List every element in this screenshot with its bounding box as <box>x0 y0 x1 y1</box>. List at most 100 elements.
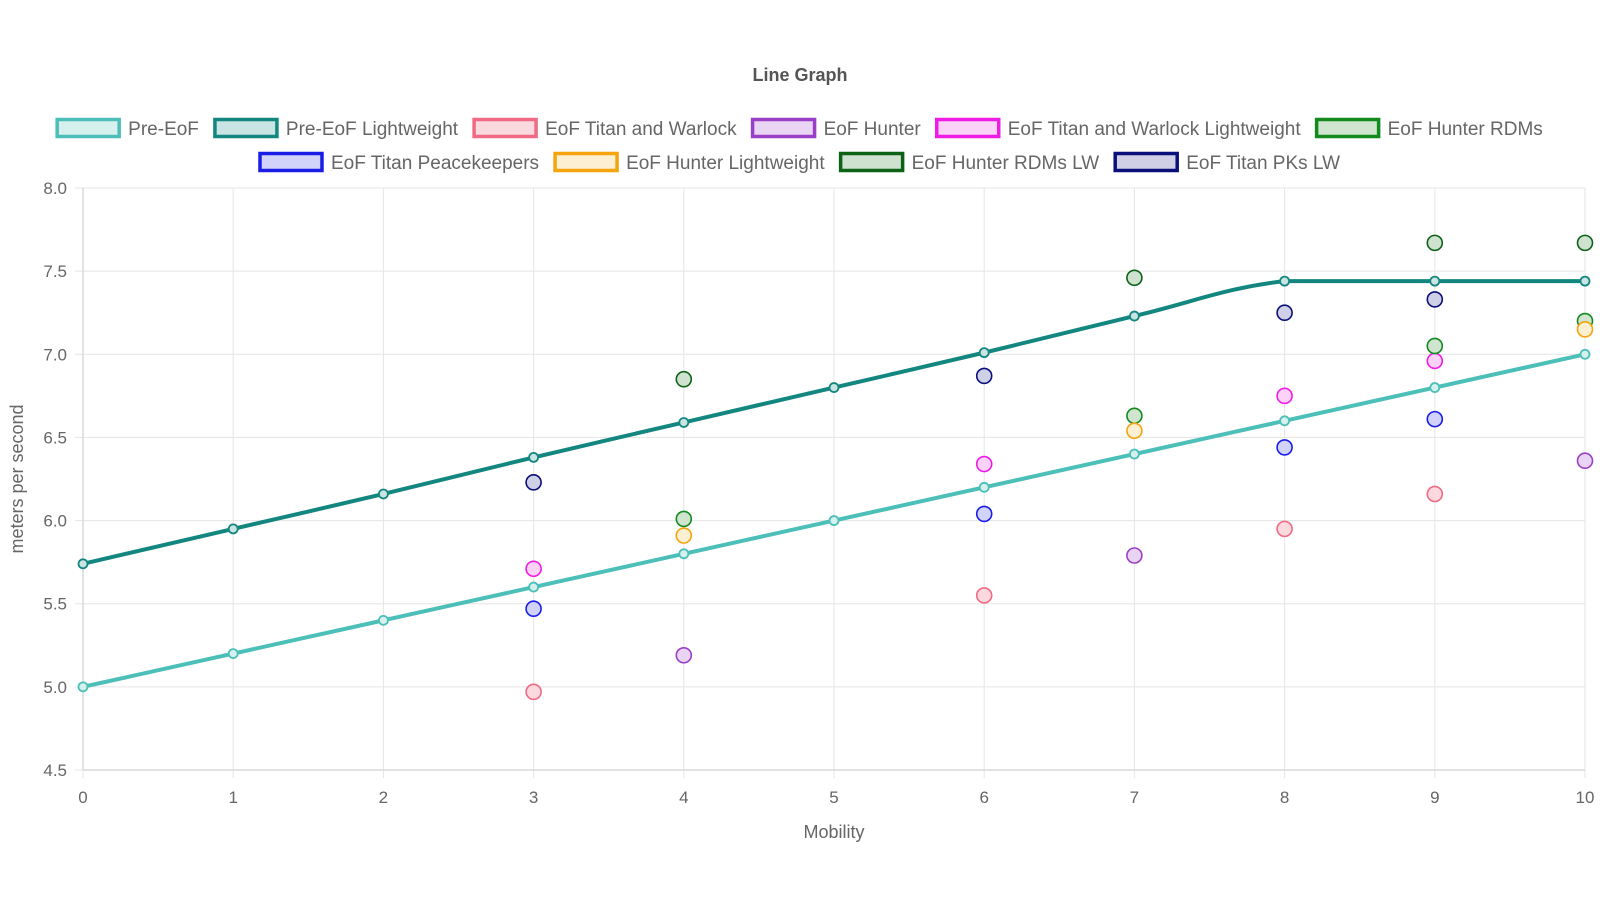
legend-item-eof-titan-pks-lw: EoF Titan PKs LW <box>1113 151 1340 174</box>
legend-swatch <box>55 117 121 139</box>
legend-swatch <box>1113 151 1179 173</box>
legend-label: EoF Hunter <box>824 119 922 140</box>
legend-label: EoF Hunter RDMs <box>1388 119 1543 140</box>
data-point <box>227 648 239 659</box>
data-point <box>675 370 693 388</box>
data-point <box>377 488 389 500</box>
x-tick-label: 0 <box>78 788 87 807</box>
legend-swatch <box>838 151 905 173</box>
series-pre-eof <box>77 348 1591 693</box>
series-eof-hunter-rdms-lw <box>675 234 1594 388</box>
legend-label: EoF Titan Peacekeepers <box>331 153 539 174</box>
axes: 0 1 2 3 4 5 6 7 8 9 10 4.5 5.0 5.5 6.0 6.5 7.0 7.5 8.0 <box>43 179 1594 807</box>
x-tick-label: 1 <box>228 788 237 807</box>
x-tick-label: 10 <box>1576 788 1595 807</box>
data-point <box>525 560 542 578</box>
y-tick-label: 7.5 <box>43 262 67 281</box>
data-point <box>1426 485 1444 503</box>
legend-item-eof-hunter-rdms: EoF Hunter RDMs <box>1314 117 1543 140</box>
data-point <box>975 587 993 604</box>
series-layer <box>77 234 1594 701</box>
data-point <box>678 417 690 428</box>
legend-item-pre-eof: Pre-EoF <box>55 117 199 140</box>
data-point <box>227 523 239 535</box>
y-tick-label: 4.5 <box>43 761 67 780</box>
data-point <box>1576 234 1594 252</box>
y-axis-title: meters per second <box>7 404 27 553</box>
data-point <box>77 681 89 693</box>
y-tick-label: 6.5 <box>43 428 67 447</box>
chart-title: Line Graph <box>752 65 847 85</box>
legend-swatch <box>258 151 324 173</box>
series-eof-titan-pks-lw <box>525 291 1444 491</box>
y-tick-label: 5.0 <box>43 678 67 697</box>
data-point <box>675 527 693 544</box>
data-point <box>1426 291 1444 308</box>
x-tick-label: 6 <box>979 788 988 807</box>
legend-swatch <box>934 117 1001 139</box>
data-point <box>978 347 990 359</box>
series-eof-titan-and-warlock <box>525 485 1444 701</box>
data-point <box>1279 415 1290 427</box>
data-point <box>1426 410 1444 428</box>
legend-swatch <box>750 117 817 139</box>
data-point <box>675 510 693 528</box>
data-point <box>678 548 690 560</box>
x-tick-label: 7 <box>1130 788 1139 807</box>
legend-swatch <box>553 151 619 173</box>
legend-label: EoF Titan and Warlock <box>545 119 737 140</box>
data-point <box>525 600 542 618</box>
x-tick-label: 5 <box>829 788 838 807</box>
legend-item-pre-eof-lightweight: Pre-EoF Lightweight <box>213 117 459 140</box>
legend-item-eof-hunter-lightweight: EoF Hunter Lightweight <box>553 151 825 174</box>
series-pre-eof-lightweight <box>77 275 1591 570</box>
data-point <box>1579 275 1591 287</box>
legend-item-eof-titan-and-warlock: EoF Titan and Warlock <box>472 117 737 140</box>
y-tick-label: 8.0 <box>43 179 67 198</box>
data-point <box>528 581 539 593</box>
data-point <box>975 367 993 385</box>
data-point <box>1126 547 1143 564</box>
data-point <box>377 614 389 626</box>
legend-item-eof-titan-peacekeepers: EoF Titan Peacekeepers <box>258 151 539 174</box>
data-point <box>975 505 993 523</box>
data-point <box>1276 304 1293 322</box>
data-point <box>1276 387 1293 405</box>
data-point <box>1426 234 1444 252</box>
legend: Pre-EoF Pre-EoF Lightweight EoF Titan and … <box>55 117 1543 174</box>
data-point <box>77 558 89 570</box>
data-point <box>828 515 840 526</box>
legend-item-eof-titan-and-warlock-lightweight: EoF Titan and Warlock Lightweight <box>934 117 1302 140</box>
legend-swatch <box>472 117 538 139</box>
y-tick-label: 6.0 <box>43 512 67 531</box>
data-point <box>675 646 693 664</box>
x-tick-label: 2 <box>379 788 388 807</box>
x-axis-title: Mobility <box>803 822 864 842</box>
data-point <box>528 451 539 463</box>
legend-swatch <box>1314 117 1381 139</box>
gridlines <box>75 187 1586 778</box>
data-point <box>1129 448 1140 460</box>
x-tick-label: 3 <box>529 788 538 807</box>
data-point <box>1576 452 1594 470</box>
legend-item-eof-hunter-rdms-lw: EoF Hunter RDMs LW <box>838 151 1100 174</box>
legend-label: EoF Hunter RDMs LW <box>912 153 1100 174</box>
series-eof-titan-peacekeepers <box>525 410 1444 618</box>
data-point <box>975 455 993 473</box>
data-point <box>1279 275 1290 287</box>
data-point <box>1126 422 1143 440</box>
legend-label: EoF Hunter Lightweight <box>626 153 825 174</box>
x-tick-label: 4 <box>679 788 688 807</box>
data-point <box>1576 321 1594 338</box>
legend-label: EoF Titan and Warlock Lightweight <box>1008 119 1302 140</box>
legend-label: EoF Titan PKs LW <box>1186 153 1340 174</box>
data-point <box>1426 337 1444 355</box>
y-tick-label: 5.5 <box>43 595 67 614</box>
x-tick-label: 9 <box>1430 788 1439 807</box>
legend-label: Pre-EoF Lightweight <box>286 119 459 140</box>
data-point <box>525 474 542 491</box>
data-point <box>1426 352 1444 370</box>
data-point <box>1276 520 1293 538</box>
